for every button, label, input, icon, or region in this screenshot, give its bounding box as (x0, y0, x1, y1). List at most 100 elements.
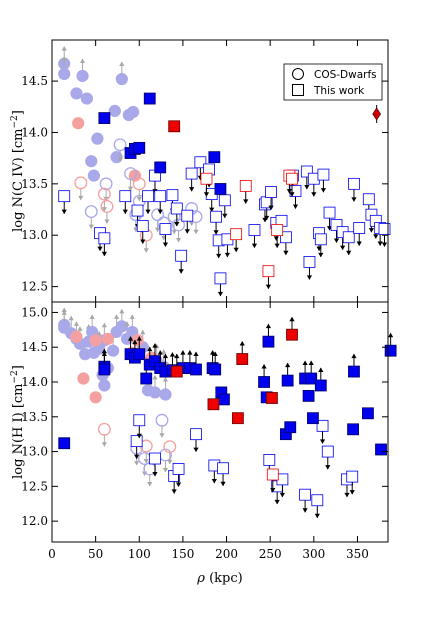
civ-this-work-upper-limit (342, 231, 355, 244)
civ-cos-dwarf-upper-limit-arrow-head (155, 227, 161, 233)
civ-this-work-upper-limit-arrow (209, 199, 215, 213)
hi-this-work-lower-limit-arrow (351, 353, 357, 367)
civ-this-work-point (143, 92, 156, 105)
civ-cos-dwarf-lower-limit-arrow-head (79, 58, 86, 63)
hi-this-work-red-lower-limit-arrow (174, 353, 180, 367)
x-tick-label: 0 (48, 547, 56, 561)
civ-this-work-upper-limit-arrow-head (122, 209, 128, 215)
hi-this-work-point (190, 363, 202, 376)
legend-box (283, 63, 383, 101)
hi-this-work-point (348, 365, 360, 378)
hi-this-work-lower-limit-arrow (388, 332, 394, 346)
hi-panel: 12.0 12.5 13.0 13.5 14.0 14.5 15.0 0 50 100 150 200… (10, 301, 397, 586)
hi-this-work-upper-limit-arrow-head (175, 482, 182, 487)
civ-this-work-point (133, 141, 146, 154)
civ-this-work-upper-limit-arrow (216, 245, 222, 259)
hi-this-work-lower-limit-arrow-head (180, 350, 186, 355)
civ-this-work-upper-limit-arrow-head (184, 229, 190, 234)
civ-cos-dwarf-red-upper-limit (97, 187, 111, 201)
civ-this-work-upper-limit (210, 210, 222, 223)
x-tick-label: 300 (302, 547, 325, 561)
hi-cos-dwarf-red-upper-limit-arrow-head (143, 459, 149, 464)
hi-cos-dwarf-point (106, 344, 120, 357)
hi-this-work-point (362, 407, 374, 420)
civ-this-work-red-upper-limit-arrow-head (286, 189, 292, 194)
hi-cos-dwarf-red-upper-limit-arrow (143, 451, 149, 464)
hi-y-axis-label-end: ] (11, 365, 26, 370)
hi-this-work-upper-limit-arrow-head (344, 492, 350, 498)
hi-y-tick-label: 14.5 (21, 340, 48, 354)
hi-this-work-upper-limit (321, 445, 334, 458)
civ-this-work-upper-limit-arrow-head (306, 275, 313, 280)
civ-this-work-upper-limit (181, 209, 194, 222)
civ-this-work-upper-limit-arrow (145, 201, 151, 215)
hi-cos-dwarf-lower-limit-arrow (119, 308, 125, 322)
civ-cos-dwarf-red-upper-limit (74, 176, 88, 190)
hi-this-work-lower-limit-arrow (127, 336, 134, 349)
civ-cos-dwarf-lower-limit-arrow (119, 61, 125, 75)
hi-cos-dwarf-upper-limit (155, 413, 169, 427)
hi-this-work-point (302, 390, 315, 402)
civ-this-work-upper-limit-arrow-head (213, 230, 219, 235)
hi-cos-dwarf-point (98, 379, 111, 392)
hi-cos-dwarf-lower-limit-arrow-head (124, 321, 130, 326)
civ-this-work-upper-limit (159, 223, 172, 235)
civ-y-ticks: 12.5 13.0 13.5 14.0 14.5 (21, 40, 388, 302)
hi-cos-dwarf-red-upper-limit-arrow (101, 434, 107, 447)
civ-this-work-upper-limit (323, 206, 336, 219)
hi-y-tick-label: 15.0 (21, 305, 48, 319)
civ-this-work-upper-limit-arrow (184, 221, 190, 234)
civ-this-work-upper-limit (98, 232, 111, 245)
hi-this-work-lower-limit-arrow-head (162, 353, 169, 359)
civ-y-tick-label: 13.5 (21, 177, 48, 191)
hi-cos-dwarf-red-point (101, 332, 114, 345)
hi-cos-dwarf-lower-limit-arrow (61, 310, 67, 323)
hi-this-work-red-point (236, 353, 249, 365)
civ-this-work-point (214, 183, 227, 195)
hi-this-work-red-upper-limit-arrow (270, 480, 276, 493)
civ-this-work-upper-limit-arrow (251, 235, 258, 249)
civ-cos-dwarf-upper-limit-arrow-head (127, 186, 134, 192)
hi-this-work-upper-limit-arrow (319, 431, 326, 444)
civ-this-work-upper-limit-arrow-head (145, 209, 151, 215)
civ-this-work-upper-limit-arrow-head (356, 241, 362, 247)
civ-this-work-upper-limit-arrow (178, 261, 184, 274)
hi-this-work-red-lower-limit-arrow-head (239, 341, 245, 346)
hi-this-work-point (307, 412, 319, 425)
civ-this-work-upper-limit-arrow-head (373, 234, 379, 239)
civ-this-work-upper-limit-arrow-head (368, 228, 375, 233)
civ-this-work-upper-limit-arrow-head (340, 245, 346, 251)
civ-cos-dwarf-upper-limit-arrow-head (189, 221, 195, 227)
civ-cos-dwarf-red-point (72, 117, 85, 130)
hi-this-work-lower-limit-arrow-head (136, 336, 142, 341)
civ-this-work-upper-limit-arrow-head (351, 197, 357, 202)
hi-this-work-point (262, 335, 275, 348)
civ-this-work-red-upper-limit (200, 172, 213, 185)
hi-cos-dwarf-lower-limit-arrow-head (101, 322, 107, 328)
civ-diamond-point (372, 107, 382, 121)
civ-this-work-upper-limit-arrow-head (61, 209, 67, 215)
hi-cos-dwarf-red-upper-limit (97, 422, 111, 436)
hi-this-work-lower-limit-arrow-head (308, 360, 314, 366)
hi-y-axis-label: log N(H I) [cm−2] (10, 365, 26, 479)
hi-this-work-lower-limit-arrow (285, 362, 291, 376)
hi-this-work-upper-limit-arrow-head (193, 447, 199, 453)
hi-this-work-lower-limit-arrow-head (169, 352, 176, 357)
hi-this-work-lower-limit-arrow (180, 350, 186, 363)
civ-cos-dwarf-upper-limit-arrow (127, 178, 134, 192)
hi-cos-dwarf-lower-limit-arrow-head (113, 314, 120, 319)
hi-this-work-red-lower-limit-arrow-head (289, 316, 295, 322)
civ-cos-dwarf-lower-limit-arrow (79, 58, 86, 71)
civ-this-work-red-upper-limit (262, 265, 275, 278)
hi-this-work-lower-limit-arrow-head (302, 360, 308, 366)
hi-this-work-point (375, 443, 387, 456)
hi-cos-dwarf-upper-limit-arrow-head (134, 461, 140, 466)
civ-y-tick-label: 13.0 (21, 228, 48, 242)
hi-cos-dwarf-upper-limit-arrow-head (159, 433, 165, 438)
hi-cos-dwarf-lower-limit-arrow-head (161, 349, 167, 354)
civ-cos-dwarf-point (127, 105, 140, 119)
civ-this-work-upper-limit-arrow-head (264, 215, 270, 221)
hi-this-work-upper-limit-arrow (344, 484, 350, 498)
hi-cos-dwarf-lower-limit-arrow (162, 377, 169, 390)
